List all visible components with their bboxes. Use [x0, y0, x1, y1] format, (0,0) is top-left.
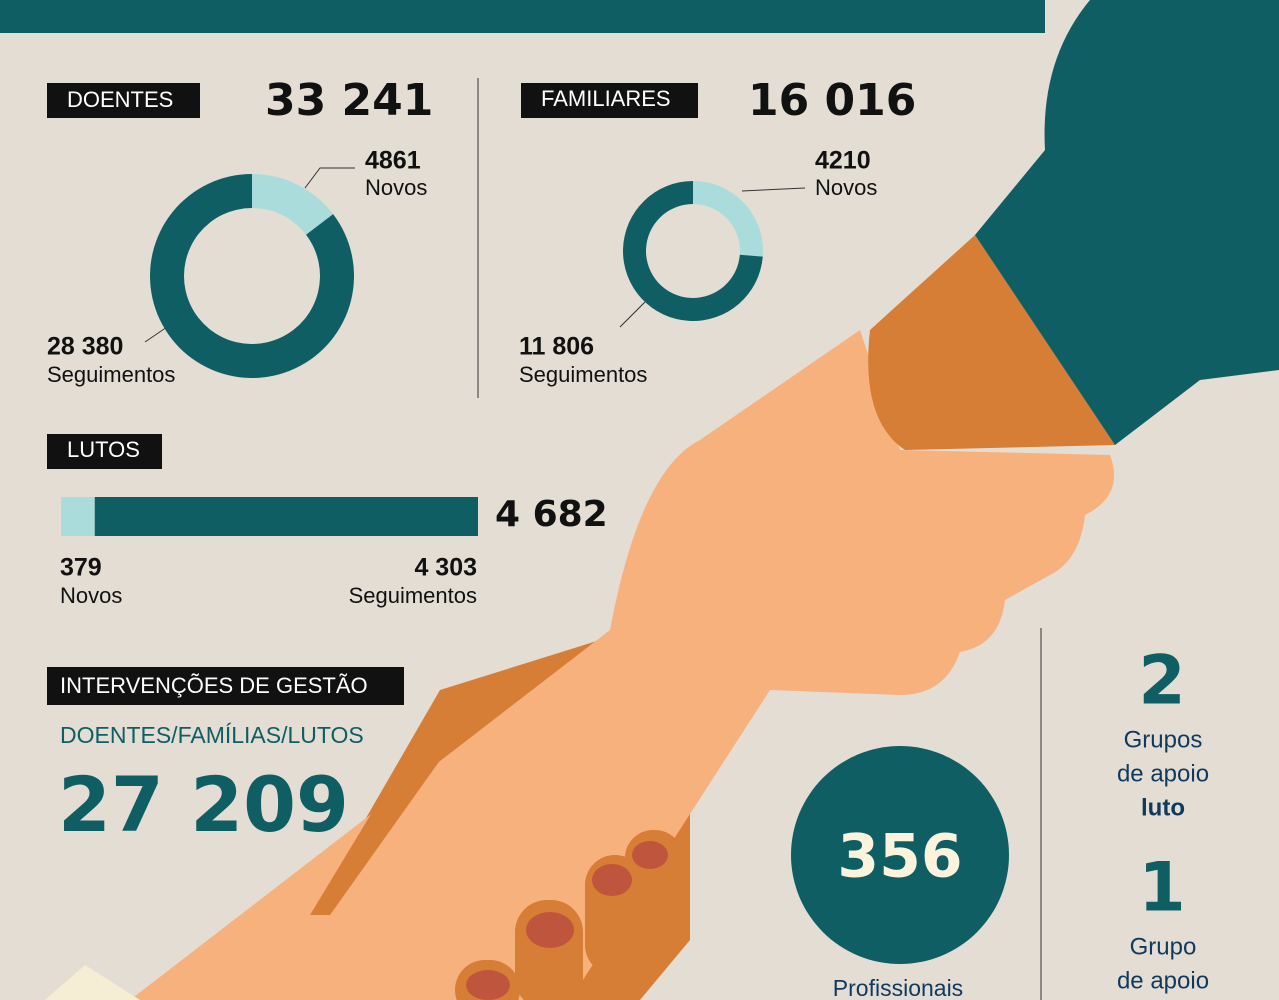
- group-caption: luto: [1141, 794, 1185, 821]
- section-tag: FAMILIARES: [541, 86, 671, 111]
- value-label: 4861: [365, 147, 421, 175]
- donut-segment: [150, 174, 355, 379]
- leader: [619, 301, 646, 328]
- subtitle: DOENTES/FAMÍLIAS/LUTOS: [60, 722, 364, 748]
- illustration: [45, 0, 1279, 1000]
- tag-box: [521, 83, 698, 118]
- caption: Seguimentos: [47, 362, 175, 387]
- group-caption: de apoio: [1117, 967, 1209, 994]
- value-label: 11 806: [519, 333, 594, 361]
- total: 27 209: [58, 760, 349, 849]
- caption: Novos: [815, 175, 877, 200]
- value-label: 28 380: [47, 333, 123, 361]
- leader: [304, 167, 355, 189]
- tag-box: [47, 667, 404, 705]
- section-tag: INTERVENÇÕES DE GESTÃO: [60, 673, 368, 698]
- caption: Seguimentos: [519, 362, 647, 387]
- caption: Novos: [60, 583, 122, 608]
- group-number: 1: [1138, 849, 1185, 928]
- tag-box: [47, 83, 200, 118]
- group-caption: de apoio: [1117, 760, 1209, 787]
- tag-box: [47, 434, 162, 469]
- section-tag: LUTOS: [67, 437, 140, 462]
- bar-segment: [61, 497, 95, 536]
- total: 4 682: [495, 494, 608, 535]
- donut-segment: [252, 174, 334, 235]
- total: 33 241: [265, 75, 433, 126]
- groups: 2 Grupos de apoio luto 1 Grupo de apoio: [1117, 642, 1209, 995]
- group-number: 2: [1138, 642, 1185, 721]
- value-label: 4210: [815, 147, 871, 175]
- leader: [741, 187, 806, 192]
- badge-number: 356: [837, 822, 962, 892]
- section-tag: DOENTES: [67, 87, 173, 112]
- caption: Profissionais: [833, 975, 963, 1000]
- value-label: 4 303: [414, 554, 477, 582]
- value-label: 379: [60, 554, 102, 582]
- badge: [791, 746, 1009, 964]
- top-band: [0, 0, 1045, 33]
- caption: Novos: [365, 175, 427, 200]
- caption: Seguimentos: [349, 583, 477, 608]
- bar-segment: [94, 497, 479, 536]
- total: 16 016: [748, 75, 916, 126]
- donut-segment: [623, 181, 763, 321]
- group-caption: Grupos: [1124, 726, 1203, 753]
- donut-segment: [693, 181, 763, 257]
- group-caption: Grupo: [1130, 933, 1197, 960]
